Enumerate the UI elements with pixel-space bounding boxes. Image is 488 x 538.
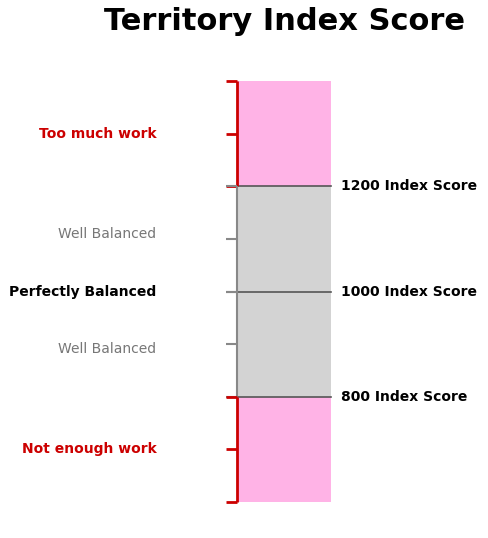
Text: Perfectly Balanced: Perfectly Balanced — [9, 285, 156, 299]
Text: Well Balanced: Well Balanced — [59, 226, 156, 240]
Bar — [237, 397, 330, 502]
Text: 800 Index Score: 800 Index Score — [341, 390, 467, 404]
Text: Too much work: Too much work — [39, 126, 156, 140]
Text: Well Balanced: Well Balanced — [59, 343, 156, 357]
Text: Not enough work: Not enough work — [22, 442, 156, 456]
Bar — [237, 186, 330, 292]
Bar — [237, 81, 330, 186]
Title: Territory Index Score: Territory Index Score — [103, 7, 464, 36]
Bar — [237, 292, 330, 397]
Text: 1200 Index Score: 1200 Index Score — [341, 179, 476, 193]
Text: 1000 Index Score: 1000 Index Score — [341, 285, 476, 299]
